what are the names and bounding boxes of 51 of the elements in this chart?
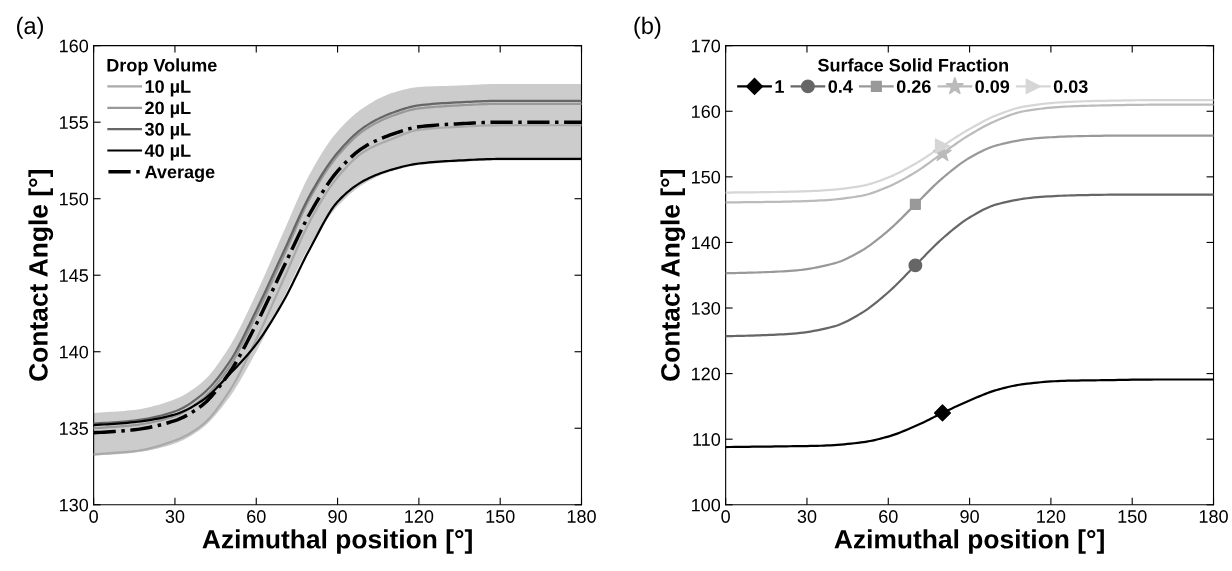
legend-label: 40 µL — [144, 144, 191, 161]
legend-label: Average — [144, 165, 215, 182]
legend-label: 0.09 — [975, 80, 1010, 93]
legend-label: 0.03 — [1053, 80, 1088, 93]
x-tick-label: 0 — [721, 510, 730, 523]
y-axis-title: Contact Angle [°] — [660, 170, 686, 381]
x-axis-title: Azimuthal position [°] — [834, 529, 1104, 554]
legend-label: 10 µL — [145, 80, 191, 97]
point — [909, 198, 921, 210]
x-tick-label: 150 — [1118, 510, 1147, 523]
legend-label: 1 — [775, 80, 784, 93]
y-tick-label: 155 — [60, 116, 89, 129]
y-tick-label: 140 — [60, 345, 89, 359]
y-tick-label: 130 — [60, 498, 89, 512]
y-tick-label: 160 — [692, 105, 721, 118]
chart-title: (b) — [634, 16, 661, 39]
x-tick-label: 30 — [797, 510, 817, 523]
x-tick-label: 180 — [1199, 510, 1228, 523]
point — [908, 258, 923, 273]
point — [933, 404, 952, 422]
y-tick-label: 120 — [692, 367, 721, 381]
point — [934, 138, 951, 154]
x-tick-label: 0 — [89, 510, 98, 523]
chart-title: (a) — [17, 16, 43, 39]
y-axis-title: Contact Angle [°] — [28, 170, 54, 381]
x-tick-label: 30 — [165, 510, 185, 523]
x-tick-label: 60 — [247, 510, 266, 523]
x-tick-label: 180 — [567, 510, 596, 523]
y-tick-label: 150 — [692, 170, 721, 184]
x-tick-label: 150 — [486, 510, 515, 523]
x-tick-label: 90 — [960, 510, 979, 523]
y-tick-label: 130 — [692, 301, 721, 315]
y-tick-label: 145 — [60, 269, 89, 282]
legend-title: Drop Volume — [107, 58, 217, 76]
legend-title: Surface Solid Fraction — [818, 58, 1008, 72]
y-tick-label: 160 — [60, 39, 89, 53]
x-axis-title: Azimuthal position [°] — [202, 529, 472, 554]
x-tick-label: 120 — [405, 510, 434, 523]
legend-label: 0.4 — [828, 80, 853, 93]
legend-label: 30 µL — [144, 122, 191, 140]
legend-label: 20 µL — [145, 101, 191, 118]
y-tick-label: 150 — [60, 192, 89, 206]
x-tick-label: 90 — [328, 510, 347, 523]
y-tick-label: 100 — [692, 498, 721, 512]
x-tick-label: 120 — [1037, 510, 1066, 523]
y-tick-label: 135 — [60, 422, 89, 435]
y-tick-label: 170 — [692, 39, 721, 53]
legend-label: 0.26 — [896, 80, 931, 93]
x-tick-label: 60 — [879, 510, 898, 523]
y-tick-label: 140 — [692, 236, 721, 250]
y-tick-label: 110 — [693, 433, 721, 446]
